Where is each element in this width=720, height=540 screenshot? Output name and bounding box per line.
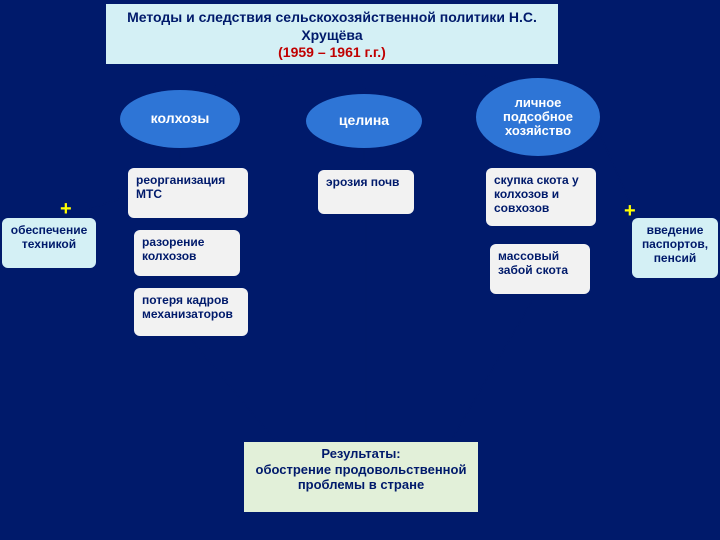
- sub-box-personal-0: скупка скота у колхозов и совхозов: [486, 168, 596, 226]
- title-box: Методы и следствия сельскохозяйственной …: [106, 4, 558, 64]
- branch-ellipse-tselina: целина: [306, 94, 422, 148]
- title-subtitle: (1959 – 1961 г.г.): [114, 44, 550, 60]
- sub-box-kolkhozy-2: потеря кадров механизаторов: [134, 288, 248, 336]
- result-heading: Результаты:: [252, 446, 470, 462]
- result-box: Результаты: обострение продовольственной…: [244, 442, 478, 512]
- title-main: Методы и следствия сельскохозяйственной …: [114, 8, 550, 44]
- side-note-0: обеспечение техникой: [2, 218, 96, 268]
- result-text: обострение продовольственной проблемы в …: [252, 462, 470, 493]
- sub-box-kolkhozy-0: реорганизация МТС: [128, 168, 248, 218]
- sub-box-personal-1: массовый забой скота: [490, 244, 590, 294]
- branch-ellipse-kolkhozy: колхозы: [120, 90, 240, 148]
- sub-box-tselina-0: эрозия почв: [318, 170, 414, 214]
- sub-box-kolkhozy-1: разорение колхозов: [134, 230, 240, 276]
- branch-ellipse-personal: личное подсобное хозяйство: [476, 78, 600, 156]
- side-note-1: введение паспортов, пенсий: [632, 218, 718, 278]
